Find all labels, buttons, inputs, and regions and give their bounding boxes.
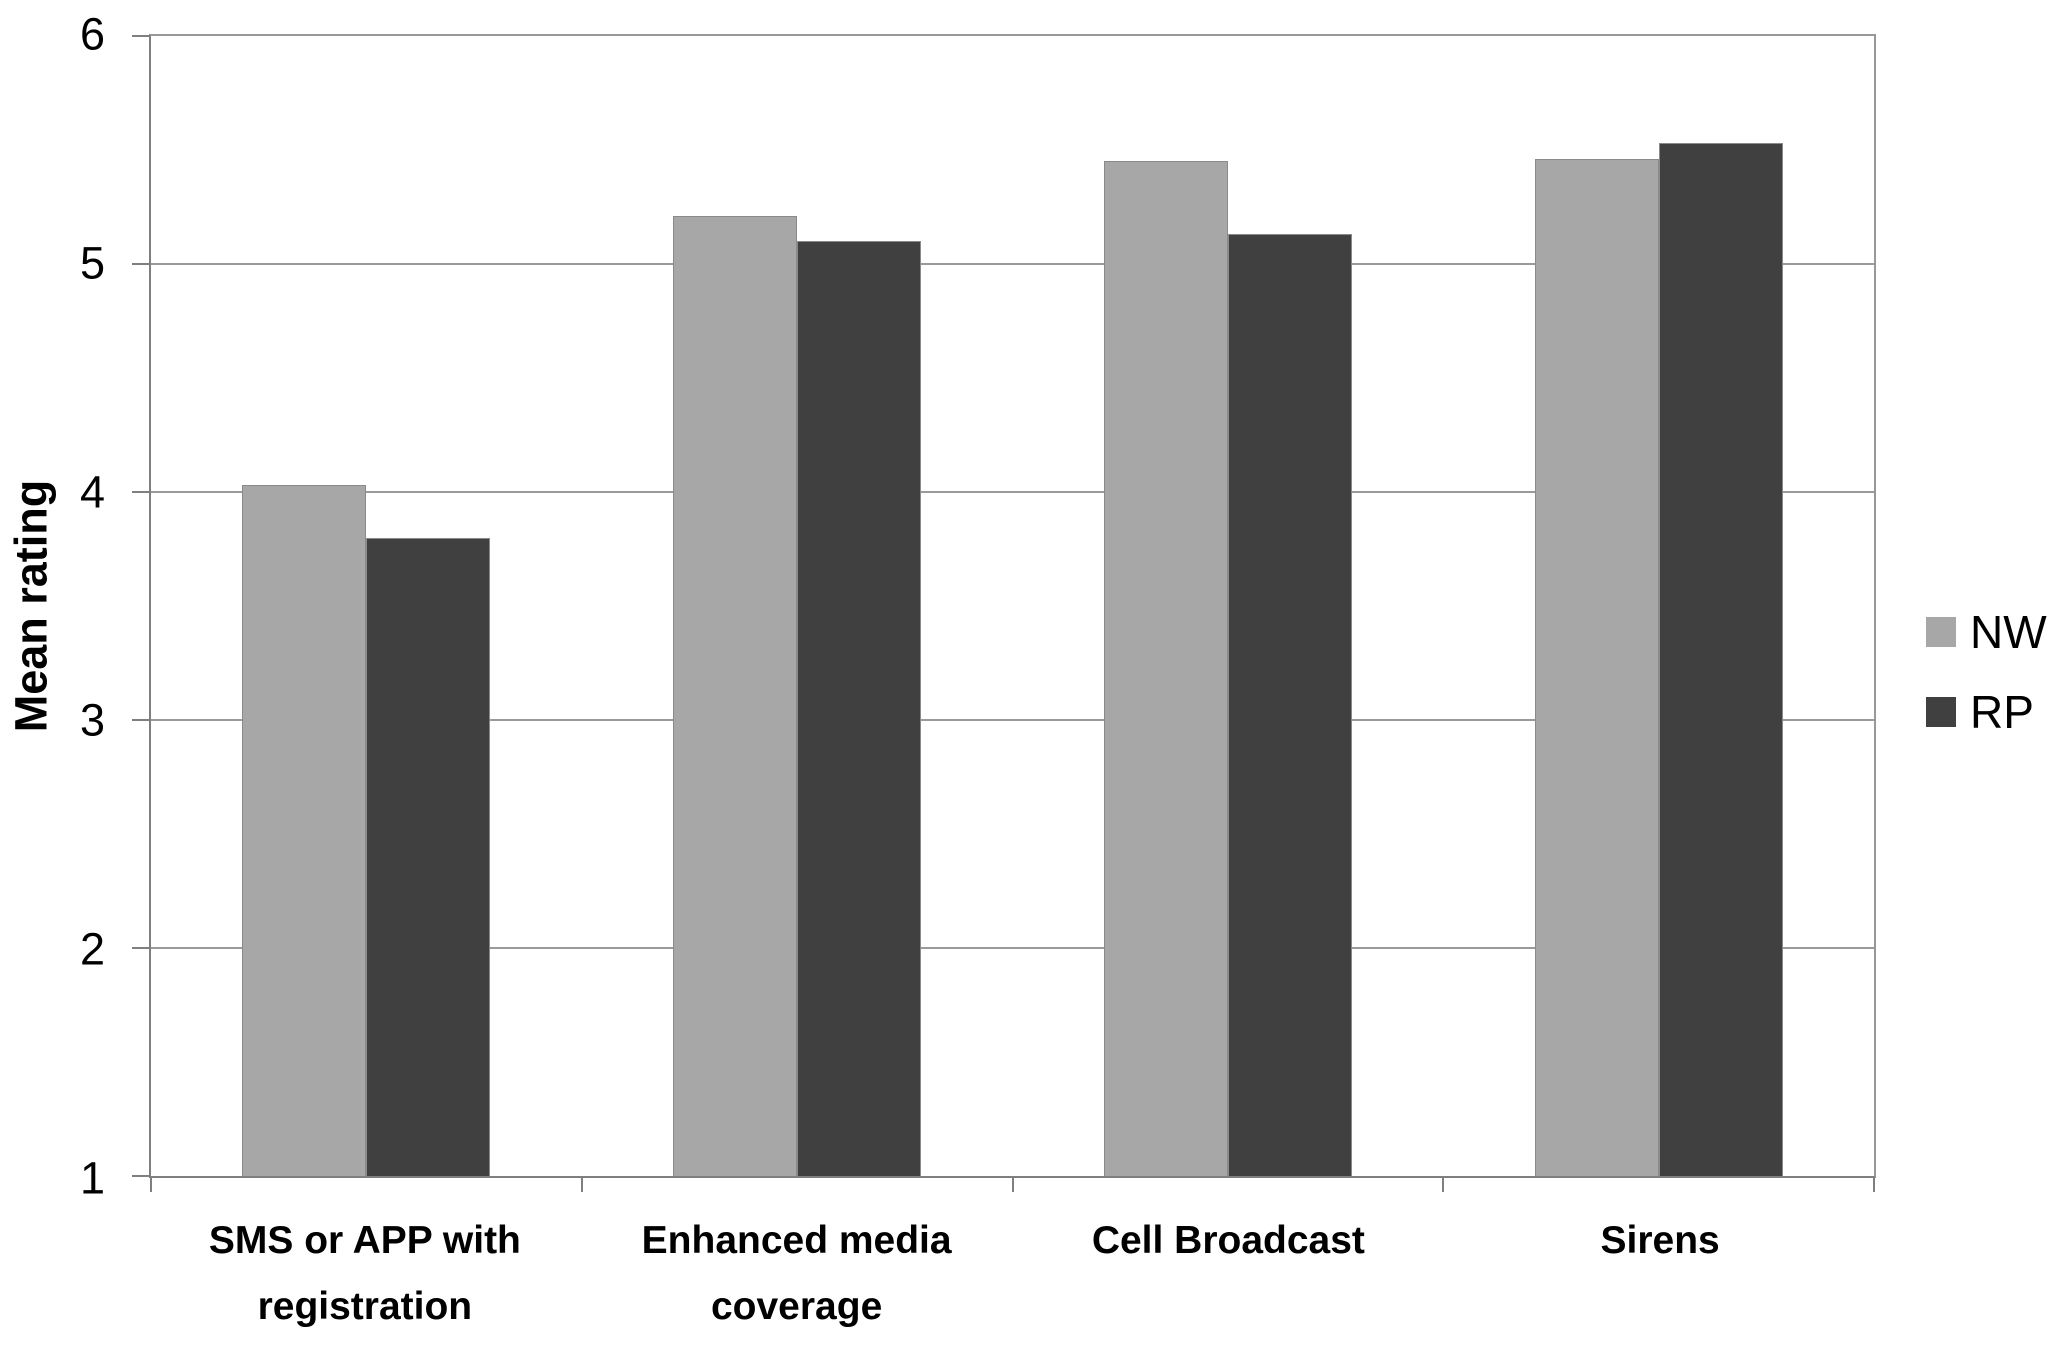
x-tick-mark-3 — [1442, 1178, 1445, 1192]
category-group-2 — [582, 36, 1013, 1176]
gridline-2 — [151, 947, 1874, 949]
y-tick-label-6: 6 — [79, 8, 105, 60]
legend-item-RP: RP — [1926, 689, 2047, 735]
legend: NW RP — [1926, 609, 2047, 769]
legend-label-NW: NW — [1970, 606, 2047, 658]
y-tick-mark-2 — [132, 947, 149, 949]
x-category-label-2: Enhanced media coverage — [641, 1219, 952, 1328]
y-tick-label-5: 5 — [79, 237, 105, 289]
y-tick-label-1: 1 — [79, 1152, 105, 1204]
bars-layer — [151, 36, 1874, 1176]
y-axis-title: Mean rating — [0, 34, 62, 1178]
legend-item-NW: NW — [1926, 609, 2047, 655]
plot-area — [132, 34, 1876, 1192]
y-tick-mark-5 — [132, 263, 149, 265]
legend-swatch-NW — [1926, 617, 1956, 647]
x-category-label-4: Sirens — [1600, 1219, 1720, 1262]
x-category-label-3: Cell Broadcast — [1091, 1219, 1365, 1262]
bar-RP-3 — [1227, 234, 1352, 1176]
y-tick-label-2: 2 — [79, 923, 105, 975]
y-tick-mark-4 — [132, 491, 149, 493]
x-tick-mark-2 — [1011, 1178, 1014, 1192]
bar-NW-1 — [242, 485, 367, 1176]
y-tick-label-3: 3 — [79, 694, 105, 746]
y-tick-mark-6 — [132, 35, 149, 37]
gridline-5 — [151, 263, 1874, 265]
legend-label-RP: RP — [1970, 686, 2034, 738]
legend-swatch-RP — [1926, 697, 1956, 727]
x-tick-mark-1 — [580, 1178, 583, 1192]
category-group-4 — [1443, 36, 1874, 1176]
y-tick-mark-1 — [132, 1175, 149, 1177]
x-category-label-1: SMS or APP with registration — [208, 1219, 521, 1328]
bar-NW-4 — [1534, 159, 1659, 1176]
bar-RP-2 — [797, 241, 922, 1176]
y-tick-label-4: 4 — [79, 466, 105, 518]
gridline-3 — [151, 719, 1874, 721]
bar-NW-3 — [1103, 161, 1228, 1176]
y-tick-mark-3 — [132, 719, 149, 721]
y-axis-title-text: Mean rating — [5, 479, 57, 733]
bar-RP-4 — [1658, 143, 1783, 1176]
bar-RP-1 — [366, 537, 491, 1176]
x-axis-labels: SMS or APP with registration Enhanced med… — [149, 1208, 1876, 1339]
gridline-4 — [151, 491, 1874, 493]
bar-NW-2 — [673, 216, 798, 1176]
category-group-3 — [1013, 36, 1444, 1176]
category-group-1 — [151, 36, 582, 1176]
x-tick-mark-4 — [1873, 1178, 1875, 1192]
x-tick-mark-0 — [150, 1178, 152, 1192]
